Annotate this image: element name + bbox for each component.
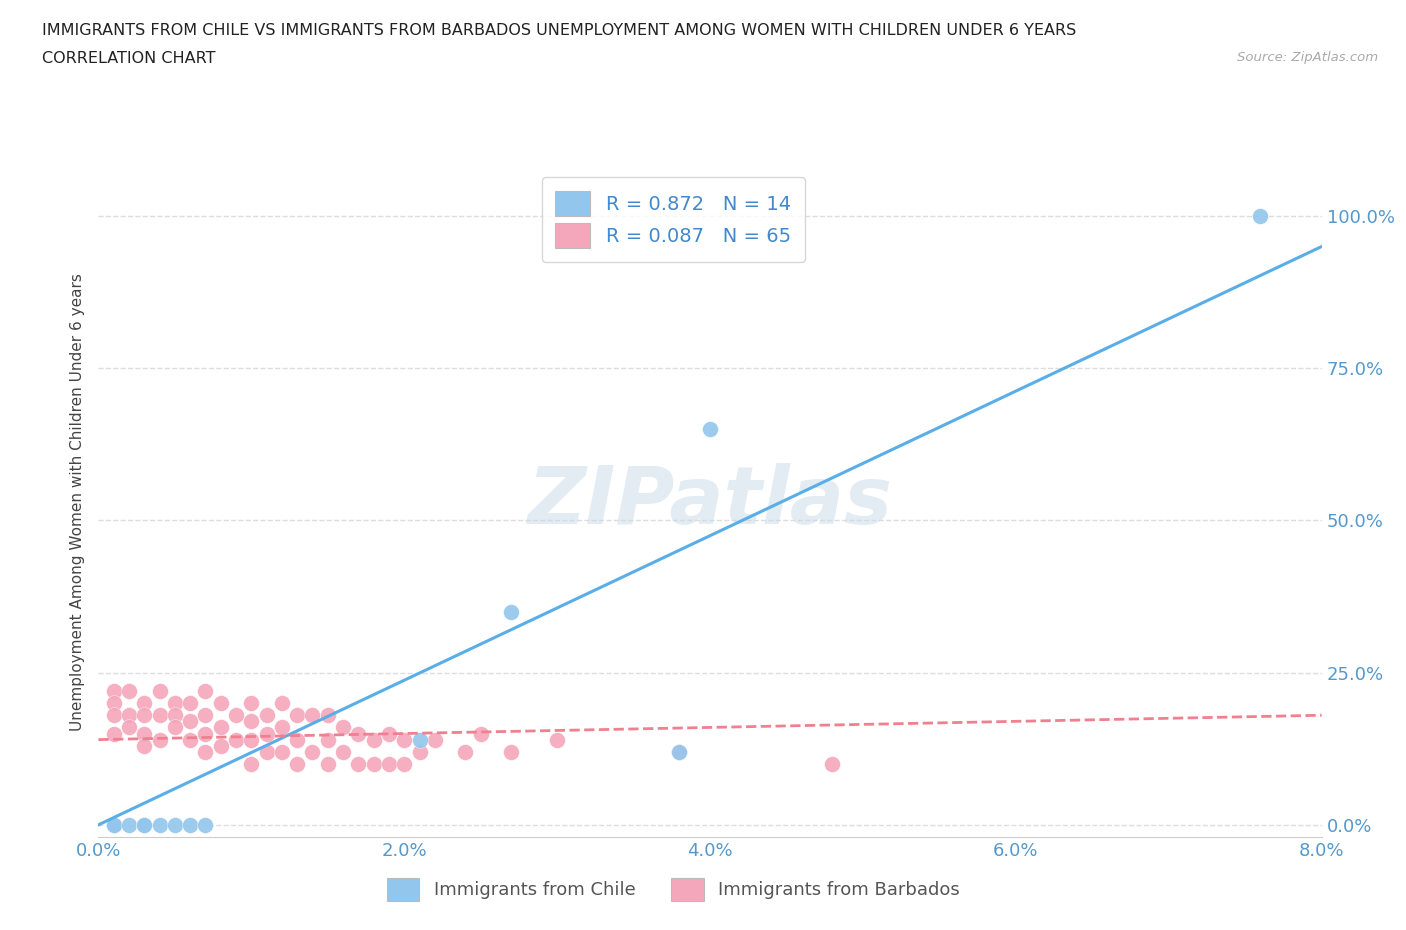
Point bbox=[240, 696, 263, 711]
Point bbox=[821, 756, 844, 771]
Point bbox=[256, 744, 278, 759]
Point bbox=[179, 714, 201, 729]
Point bbox=[209, 738, 232, 753]
Point bbox=[423, 732, 446, 747]
Text: ZIPatlas: ZIPatlas bbox=[527, 463, 893, 541]
Point bbox=[332, 720, 354, 735]
Point bbox=[285, 708, 308, 723]
Legend: Immigrants from Chile, Immigrants from Barbados: Immigrants from Chile, Immigrants from B… bbox=[380, 870, 967, 909]
Point bbox=[408, 744, 430, 759]
Point bbox=[163, 720, 186, 735]
Point bbox=[699, 421, 721, 436]
Point bbox=[285, 732, 308, 747]
Point bbox=[363, 732, 385, 747]
Point bbox=[118, 684, 141, 698]
Text: Source: ZipAtlas.com: Source: ZipAtlas.com bbox=[1237, 51, 1378, 64]
Point bbox=[134, 708, 156, 723]
Point bbox=[103, 726, 125, 741]
Point bbox=[256, 726, 278, 741]
Point bbox=[347, 756, 370, 771]
Point bbox=[103, 684, 125, 698]
Point bbox=[103, 817, 125, 832]
Point bbox=[316, 732, 339, 747]
Point bbox=[179, 696, 201, 711]
Point bbox=[270, 696, 294, 711]
Point bbox=[194, 726, 217, 741]
Point bbox=[347, 726, 370, 741]
Point bbox=[163, 708, 186, 723]
Point bbox=[454, 744, 477, 759]
Point bbox=[118, 720, 141, 735]
Point bbox=[134, 696, 156, 711]
Point bbox=[194, 684, 217, 698]
Text: IMMIGRANTS FROM CHILE VS IMMIGRANTS FROM BARBADOS UNEMPLOYMENT AMONG WOMEN WITH : IMMIGRANTS FROM CHILE VS IMMIGRANTS FROM… bbox=[42, 23, 1077, 38]
Point bbox=[256, 708, 278, 723]
Point bbox=[501, 744, 523, 759]
Point bbox=[225, 708, 247, 723]
Point bbox=[103, 817, 125, 832]
Point bbox=[163, 817, 186, 832]
Point bbox=[332, 744, 354, 759]
Point bbox=[240, 732, 263, 747]
Point bbox=[316, 756, 339, 771]
Point bbox=[134, 738, 156, 753]
Point bbox=[501, 604, 523, 619]
Point bbox=[194, 817, 217, 832]
Y-axis label: Unemployment Among Women with Children Under 6 years: Unemployment Among Women with Children U… bbox=[69, 273, 84, 731]
Point bbox=[240, 756, 263, 771]
Point bbox=[179, 732, 201, 747]
Point bbox=[240, 714, 263, 729]
Point bbox=[270, 744, 294, 759]
Point bbox=[301, 708, 323, 723]
Text: CORRELATION CHART: CORRELATION CHART bbox=[42, 51, 215, 66]
Point bbox=[363, 756, 385, 771]
Point bbox=[194, 744, 217, 759]
Point bbox=[103, 708, 125, 723]
Point bbox=[149, 817, 172, 832]
Point bbox=[378, 726, 401, 741]
Point bbox=[118, 708, 141, 723]
Point bbox=[209, 696, 232, 711]
Point bbox=[668, 744, 690, 759]
Point bbox=[316, 708, 339, 723]
Point bbox=[270, 720, 294, 735]
Point bbox=[149, 708, 172, 723]
Point bbox=[392, 732, 416, 747]
Point bbox=[149, 732, 172, 747]
Point bbox=[546, 732, 568, 747]
Point bbox=[134, 817, 156, 832]
Point bbox=[225, 732, 247, 747]
Point bbox=[134, 817, 156, 832]
Point bbox=[179, 817, 201, 832]
Point bbox=[134, 726, 156, 741]
Point bbox=[103, 696, 125, 711]
Point bbox=[1249, 208, 1271, 223]
Point bbox=[209, 720, 232, 735]
Point bbox=[163, 696, 186, 711]
Point bbox=[301, 744, 323, 759]
Point bbox=[194, 708, 217, 723]
Point bbox=[470, 726, 492, 741]
Point bbox=[392, 756, 416, 771]
Point bbox=[378, 756, 401, 771]
Point bbox=[285, 756, 308, 771]
Point bbox=[668, 744, 690, 759]
Point bbox=[149, 684, 172, 698]
Point bbox=[118, 817, 141, 832]
Point bbox=[408, 732, 430, 747]
